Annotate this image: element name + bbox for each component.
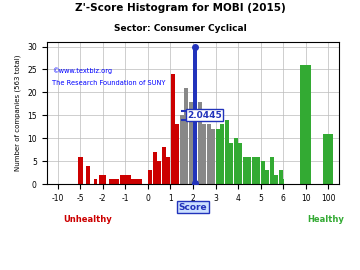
Text: ©www.textbiz.org: ©www.textbiz.org <box>53 68 113 74</box>
Text: The Research Foundation of SUNY: The Research Foundation of SUNY <box>53 80 166 86</box>
Bar <box>131 180 142 184</box>
Bar <box>153 152 157 184</box>
Text: Z'-Score Histogram for MOBI (2015): Z'-Score Histogram for MOBI (2015) <box>75 3 285 13</box>
Bar <box>162 147 166 184</box>
Bar <box>300 65 311 184</box>
Bar <box>279 170 283 184</box>
Bar <box>234 138 238 184</box>
Bar <box>120 175 131 184</box>
Text: 2.0445: 2.0445 <box>187 111 222 120</box>
Bar <box>109 180 119 184</box>
Bar <box>252 157 256 184</box>
Text: Score: Score <box>179 202 207 211</box>
Bar <box>207 124 211 184</box>
Bar <box>274 175 278 184</box>
Bar <box>189 102 193 184</box>
Bar <box>216 129 220 184</box>
Bar <box>211 129 215 184</box>
Bar <box>261 161 265 184</box>
Bar <box>256 157 260 184</box>
Bar <box>99 175 106 184</box>
Y-axis label: Number of companies (563 total): Number of companies (563 total) <box>15 55 22 171</box>
Bar <box>323 134 333 184</box>
Bar <box>184 88 188 184</box>
Bar <box>175 124 179 184</box>
Bar <box>247 157 251 184</box>
Text: Sector: Consumer Cyclical: Sector: Consumer Cyclical <box>114 24 246 33</box>
Bar <box>166 157 170 184</box>
Bar <box>157 161 161 184</box>
Bar <box>202 124 206 184</box>
Bar <box>220 124 224 184</box>
Bar <box>283 180 284 184</box>
Bar <box>198 102 202 184</box>
Bar <box>270 157 274 184</box>
Bar <box>148 170 152 184</box>
Bar <box>94 180 97 184</box>
Bar <box>180 115 184 184</box>
Bar <box>86 166 90 184</box>
Bar <box>229 143 233 184</box>
Bar <box>238 143 242 184</box>
Bar <box>193 47 197 184</box>
Text: Unhealthy: Unhealthy <box>63 215 112 224</box>
Text: Healthy: Healthy <box>307 215 345 224</box>
Bar <box>243 157 247 184</box>
Bar <box>225 120 229 184</box>
Bar <box>171 74 175 184</box>
Bar <box>265 170 269 184</box>
Bar <box>77 157 83 184</box>
